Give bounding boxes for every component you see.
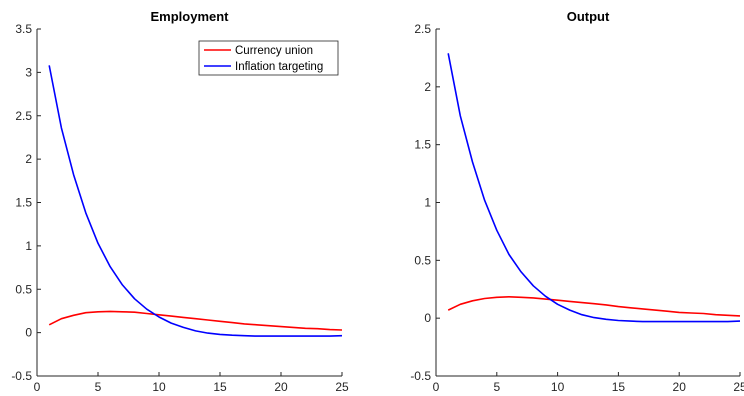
- y-tick-label: 3.5: [15, 22, 32, 36]
- x-tick-label: 20: [673, 380, 687, 394]
- y-tick-label: 1.5: [414, 138, 431, 152]
- series-line-currency-union: [48, 310, 343, 331]
- x-tick-label: 10: [152, 380, 166, 394]
- y-tick-label: 0: [424, 311, 431, 325]
- x-tick-label: 0: [34, 380, 41, 394]
- x-tick-label: 25: [335, 380, 349, 394]
- y-tick-label: 0.5: [15, 282, 32, 296]
- legend-label: Inflation targeting: [235, 61, 323, 73]
- chart-2: Output-0.500.511.522.50 5 10 15 20 25: [410, 9, 744, 394]
- y-tick-label: -0.5: [410, 369, 431, 383]
- x-tick-label: 0: [433, 380, 440, 394]
- y-tick-label: 1.5: [15, 196, 32, 210]
- y-tick-label: 2: [424, 80, 431, 94]
- chart-title: Employment: [150, 9, 229, 24]
- y-tick-label: 2.5: [15, 109, 32, 123]
- series-line-2: [447, 53, 741, 323]
- x-tick-label: 20: [274, 380, 288, 394]
- chart-1: Employment-0.500.511.522.533.50 5 10 15 20 25…: [11, 9, 349, 394]
- y-tick-label: 2.5: [414, 22, 431, 36]
- series-line-1: [447, 295, 741, 317]
- chart-title: Output: [567, 9, 610, 24]
- x-tick-label: 25: [733, 380, 744, 394]
- y-tick-label: 2: [25, 152, 32, 166]
- y-tick-label: 1: [25, 239, 32, 253]
- x-tick-label: 5: [95, 380, 102, 394]
- y-tick-label: -0.5: [11, 369, 32, 383]
- y-tick-label: 0.5: [414, 253, 431, 267]
- legend-box: [198, 40, 339, 76]
- x-tick-label: 15: [213, 380, 227, 394]
- series-line-inflation-targeting: [48, 65, 343, 337]
- y-tick-label: 0: [25, 326, 32, 340]
- y-tick-label: 3: [25, 65, 32, 79]
- y-tick-label: 1: [424, 196, 431, 210]
- x-tick-label: 10: [551, 380, 565, 394]
- legend-label: Currency union: [235, 45, 313, 57]
- x-tick-label: 5: [493, 380, 500, 394]
- x-tick-label: 15: [612, 380, 626, 394]
